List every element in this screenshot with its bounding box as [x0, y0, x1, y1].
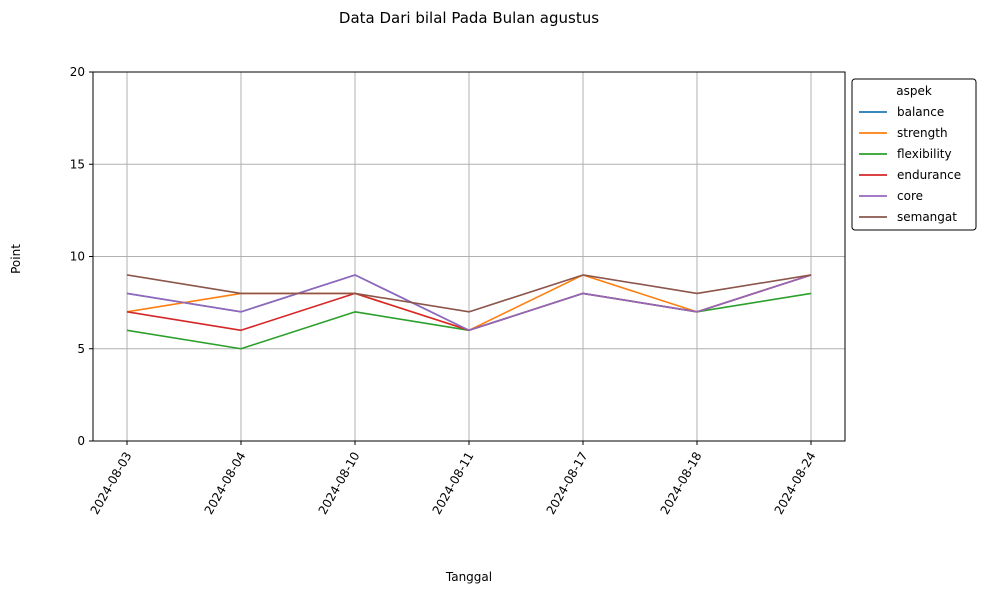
x-tick-label: 2024-08-10	[316, 450, 363, 517]
x-axis-label: Tanggal	[445, 570, 492, 584]
y-axis-label: Point	[9, 244, 23, 274]
x-tick-label: 2024-08-24	[772, 450, 819, 517]
legend-title: aspek	[896, 84, 932, 98]
y-tick-label: 20	[70, 65, 85, 79]
y-tick-label: 5	[77, 342, 85, 356]
y-tick-label: 15	[70, 157, 85, 171]
legend-label-flexibility: flexibility	[897, 147, 952, 161]
legend-label-endurance: endurance	[897, 168, 961, 182]
x-tick-label: 2024-08-03	[88, 450, 135, 517]
x-tick-label: 2024-08-04	[202, 450, 249, 517]
legend-label-core: core	[897, 189, 923, 203]
legend-label-semangat: semangat	[897, 210, 957, 224]
x-tick-label: 2024-08-17	[544, 450, 591, 517]
x-axis: 2024-08-03 2024-08-04 2024-08-10 2024-08-11…	[88, 441, 819, 517]
series-line-core	[126, 274, 812, 332]
grid	[93, 71, 845, 442]
legend-label-strength: strength	[897, 126, 948, 140]
legend-label-balance: balance	[897, 105, 944, 119]
legend: aspek balance strength flexibility endurance…	[851, 78, 977, 231]
x-tick-label: 2024-08-18	[658, 450, 705, 517]
series-line-semangat	[126, 274, 812, 313]
y-tick-label: 10	[70, 250, 85, 264]
series-lines	[126, 274, 812, 350]
y-axis: 0 5 10 15 20	[70, 65, 93, 448]
x-tick-label: 2024-08-11	[430, 450, 477, 517]
legend-box	[851, 78, 977, 231]
y-tick-label: 0	[77, 434, 85, 448]
chart-title: Data Dari bilal Pada Bulan agustus	[339, 9, 599, 27]
